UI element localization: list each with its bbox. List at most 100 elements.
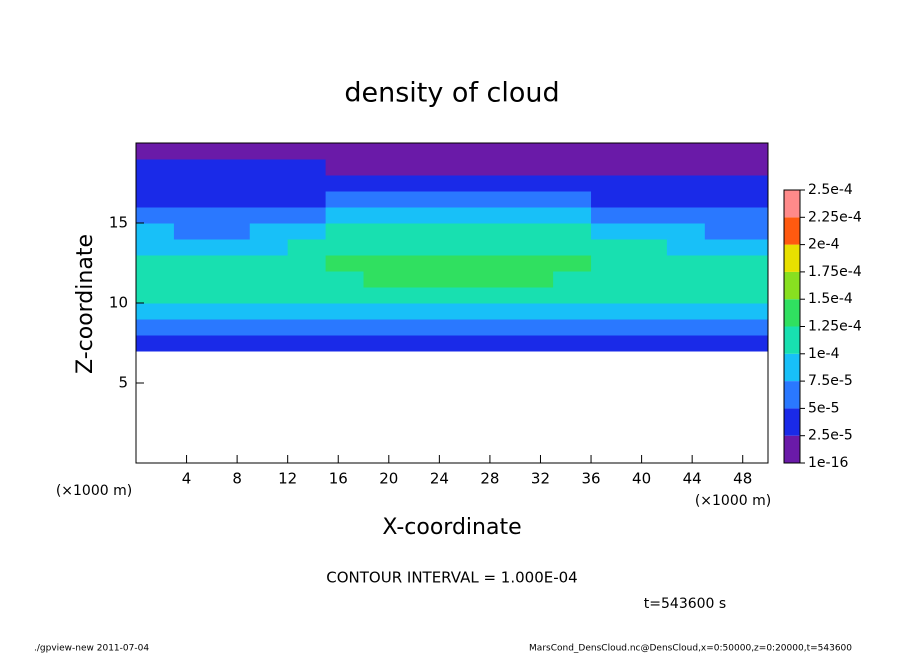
heat-cell: [211, 287, 251, 304]
colorbar-band: [784, 244, 800, 272]
heat-cell: [704, 335, 744, 352]
heat-cell: [666, 207, 706, 224]
heat-cell: [628, 175, 668, 192]
x-tick-label: 4: [182, 470, 192, 488]
heat-cell: [363, 239, 402, 256]
heat-cell: [136, 303, 175, 320]
heat-cell: [704, 271, 744, 288]
heat-cell: [401, 175, 440, 192]
heat-cell: [628, 207, 668, 224]
heat-cell: [363, 319, 402, 336]
heat-cell: [704, 239, 744, 256]
heat-cell: [628, 335, 668, 352]
x-unit: (×1000 m): [56, 483, 132, 499]
heat-cell: [287, 303, 327, 320]
heat-cell: [628, 143, 668, 160]
heat-cell: [591, 143, 630, 160]
heat-cell: [249, 223, 289, 240]
heat-cell: [136, 271, 175, 288]
heat-cell: [287, 175, 327, 192]
heat-cell: [249, 143, 289, 160]
heat-cell: [249, 255, 289, 272]
heat-cell: [401, 287, 440, 304]
heat-cell: [439, 335, 478, 352]
heat-cell: [401, 255, 440, 272]
heat-cell: [173, 287, 213, 304]
heat-cell: [173, 159, 213, 176]
x-tick-label: 32: [531, 470, 550, 488]
heat-cell: [249, 303, 289, 320]
heat-cell: [287, 271, 327, 288]
heat-cell: [553, 319, 592, 336]
heat-cell: [173, 143, 213, 160]
x-axis-label: X-coordinate: [382, 515, 521, 540]
heat-cell: [628, 319, 668, 336]
heat-cell: [742, 239, 769, 256]
heat-cell: [704, 319, 744, 336]
heat-cell: [401, 271, 440, 288]
colorbar-band: [784, 271, 800, 300]
colorbar-band: [784, 381, 800, 409]
colorbar-label: 1.25e-4: [808, 319, 862, 335]
heat-cell: [173, 255, 213, 272]
heat-cell: [515, 207, 554, 224]
heat-cell: [742, 159, 769, 176]
heat-cell: [666, 223, 706, 240]
heat-cell: [628, 191, 668, 208]
y-tick-label: 15: [109, 214, 128, 232]
heat-cell: [666, 143, 706, 160]
colorbar-band: [784, 435, 800, 463]
heat-cell: [439, 159, 478, 176]
heat-cell: [591, 287, 630, 304]
colorbar-label: 2.5e-4: [808, 182, 853, 198]
heat-cell: [666, 271, 706, 288]
heat-cell: [401, 191, 440, 208]
heat-cell: [515, 319, 554, 336]
heat-cell: [211, 191, 251, 208]
heat-cell: [136, 223, 175, 240]
heat-cell: [211, 303, 251, 320]
heat-cell: [363, 303, 402, 320]
heat-cell: [136, 335, 175, 352]
heat-cell: [325, 335, 365, 352]
heat-cell: [173, 319, 213, 336]
heat-cell: [363, 143, 402, 160]
heat-cell: [666, 255, 706, 272]
heat-cell: [136, 255, 175, 272]
heat-cell: [553, 223, 592, 240]
heat-cell: [211, 335, 251, 352]
colorbar-band: [784, 190, 800, 218]
colorbar-band: [784, 217, 800, 245]
heat-cell: [477, 319, 516, 336]
heat-cell: [211, 255, 251, 272]
heat-cell: [591, 319, 630, 336]
heat-cell: [477, 255, 516, 272]
heat-cell: [666, 287, 706, 304]
heat-cell: [401, 159, 440, 176]
heat-cell: [704, 191, 744, 208]
heat-cell: [742, 271, 769, 288]
heat-cell: [515, 191, 554, 208]
heat-cell: [363, 271, 402, 288]
colorbar-label: 1e-4: [808, 346, 840, 362]
colorbar-label: 5e-5: [808, 400, 839, 416]
heat-cell: [515, 175, 554, 192]
heat-cell: [742, 143, 769, 160]
heat-cell: [742, 335, 769, 352]
heat-cell: [591, 255, 630, 272]
heat-cell: [249, 207, 289, 224]
heat-cell: [439, 207, 478, 224]
heat-cell: [553, 335, 592, 352]
heat-cell: [401, 143, 440, 160]
heat-cell: [173, 175, 213, 192]
heat-cell: [173, 207, 213, 224]
x-tick-label: 12: [278, 470, 297, 488]
heat-cell: [591, 175, 630, 192]
heat-cell: [515, 303, 554, 320]
heat-cell: [401, 335, 440, 352]
heat-cell: [136, 175, 175, 192]
heat-cell: [742, 223, 769, 240]
heat-cell: [287, 159, 327, 176]
heat-cell: [666, 319, 706, 336]
heat-cell: [553, 239, 592, 256]
